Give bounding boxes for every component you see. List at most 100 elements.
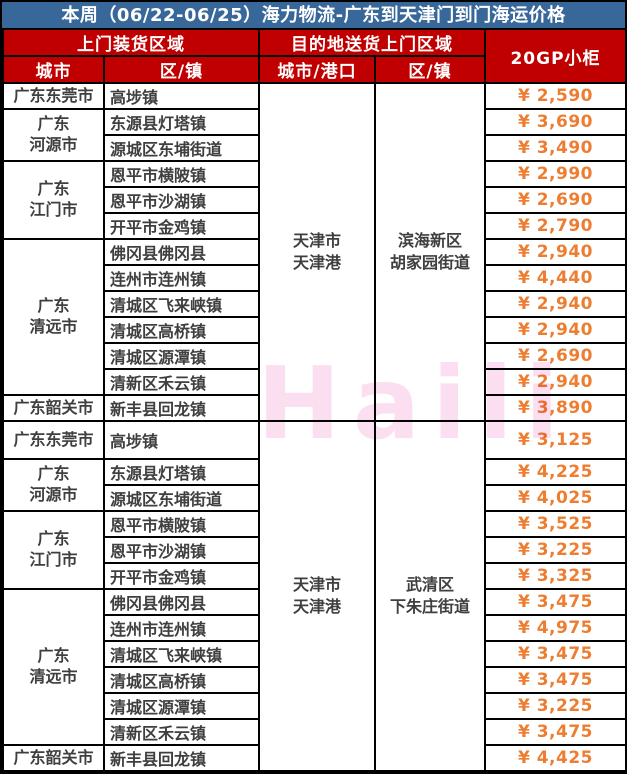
district-cell: 清城区高桥镇 <box>103 316 260 344</box>
table-row: 广东 江门市 恩平市横陂镇 ¥ 3,525 <box>2 510 627 590</box>
district-cell: 源城区东埔街道 <box>103 484 260 512</box>
district-cell: 恩平市横陂镇 <box>103 510 260 538</box>
table-row: 广东 清远市 佛冈县佛冈县 ¥ 2,940 <box>2 238 627 396</box>
price-cell: ¥ 3,490 <box>484 134 627 162</box>
district-cell: 东源县灯塔镇 <box>103 108 260 136</box>
price-cell: ¥ 2,690 <box>484 186 627 214</box>
district-cell: 东源县灯塔镇 <box>103 458 260 486</box>
city-cell: 广东 河源市 <box>2 108 105 162</box>
price-cell: ¥ 2,940 <box>484 238 627 266</box>
table-row: 广东 河源市 东源县灯塔镇 ¥ 4,225 <box>2 458 627 512</box>
table-row: 清城区高桥镇 ¥ 2,940 <box>3 316 627 344</box>
price-cell: ¥ 3,125 <box>484 420 627 460</box>
table-row: 广东东莞市 高埗镇 天津市 天津港 武清区 下朱庄街道 ¥ 3,125 <box>2 420 627 772</box>
price-cell: ¥ 3,475 <box>484 666 627 694</box>
header-city: 城市 <box>2 55 105 84</box>
price-cell: ¥ 3,475 <box>484 718 627 746</box>
district-cell: 清城区源潭镇 <box>103 342 260 370</box>
table-row: 开平市金鸡镇 ¥ 3,325 <box>3 562 627 590</box>
table-row: 连州市连州镇 ¥ 4,440 <box>3 264 627 292</box>
header-delivery-area: 目的地送货上门区域 <box>258 28 486 57</box>
price-cell: ¥ 4,025 <box>484 484 627 512</box>
table-row: 清城区源潭镇 ¥ 2,690 <box>3 342 627 370</box>
price-cell: ¥ 4,975 <box>484 614 627 642</box>
price-cell: ¥ 2,790 <box>484 212 627 240</box>
city-cell: 广东 清远市 <box>2 588 105 746</box>
city-cell: 广东东莞市 <box>2 420 105 460</box>
price-cell: ¥ 3,475 <box>484 588 627 616</box>
dest-city-cell: 天津市 天津港 <box>258 420 376 772</box>
district-cell: 清城区飞来峡镇 <box>103 290 260 318</box>
district-cell: 新丰县回龙镇 <box>103 744 260 772</box>
dest-district-cell: 滨海新区 胡家园街道 <box>374 82 486 422</box>
district-cell: 恩平市沙湖镇 <box>103 536 260 564</box>
district-cell: 连州市连州镇 <box>103 264 260 292</box>
price-cell: ¥ 3,325 <box>484 562 627 590</box>
table-body: 广东东莞市 高埗镇 天津市 天津港 滨海新区 胡家园街道 ¥ 2,590 广东 河源市 东源… <box>2 82 627 772</box>
district-cell: 清城区飞来峡镇 <box>103 640 260 668</box>
header-row-columns: 城市 区/镇 城市/港口 区/镇 <box>2 55 626 84</box>
price-cell: ¥ 2,990 <box>484 160 627 188</box>
header-pickup-area: 上门装货区域 <box>2 28 260 57</box>
price-cell: ¥ 4,225 <box>484 458 627 486</box>
header-dest-city-port: 城市/港口 <box>258 55 376 84</box>
price-cell: ¥ 2,940 <box>484 368 627 396</box>
price-cell: ¥ 3,890 <box>484 394 627 422</box>
district-cell: 清新区禾云镇 <box>103 718 260 746</box>
table-row: 广东 江门市 恩平市横陂镇 ¥ 2,990 <box>2 160 627 240</box>
table-row: 清城区源潭镇 ¥ 3,225 <box>3 692 627 720</box>
table-row: 广东韶关市 新丰县回龙镇 ¥ 3,890 <box>2 394 627 422</box>
district-cell: 源城区东埔街道 <box>103 134 260 162</box>
price-cell: ¥ 3,225 <box>484 692 627 720</box>
district-cell: 清城区源潭镇 <box>103 692 260 720</box>
table-row: 恩平市沙湖镇 ¥ 2,690 <box>3 186 627 214</box>
table-row: 清城区飞来峡镇 ¥ 2,940 <box>3 290 627 318</box>
district-cell: 恩平市沙湖镇 <box>103 186 260 214</box>
dest-district-cell: 武清区 下朱庄街道 <box>374 420 486 772</box>
table-row: 源城区东埔街道 ¥ 4,025 <box>3 484 627 512</box>
city-cell: 广东 江门市 <box>2 160 105 240</box>
price-cell: ¥ 3,690 <box>484 108 627 136</box>
district-cell: 开平市金鸡镇 <box>103 562 260 590</box>
district-cell: 高埗镇 <box>103 420 260 460</box>
city-cell: 广东 河源市 <box>2 458 105 512</box>
table-row: 清新区禾云镇 ¥ 2,940 <box>3 368 627 396</box>
rates-table: 上门装货区域 目的地送货上门区域 20GP小柜 城市 区/镇 城市/港口 区/镇… <box>2 28 627 772</box>
header-dest-district: 区/镇 <box>374 55 486 84</box>
price-cell: ¥ 3,475 <box>484 640 627 668</box>
district-cell: 清城区高桥镇 <box>103 666 260 694</box>
table-row: 广东 河源市 东源县灯塔镇 ¥ 3,690 <box>2 108 627 162</box>
table-row: 清城区高桥镇 ¥ 3,475 <box>3 666 627 694</box>
price-cell: ¥ 3,525 <box>484 510 627 538</box>
district-cell: 清新区禾云镇 <box>103 368 260 396</box>
city-cell: 广东 清远市 <box>2 238 105 396</box>
header-container-type: 20GP小柜 <box>484 28 627 84</box>
district-cell: 佛冈县佛冈县 <box>103 588 260 616</box>
city-cell: 广东韶关市 <box>2 394 105 422</box>
table-row: 清城区飞来峡镇 ¥ 3,475 <box>3 640 627 668</box>
table-row: 恩平市沙湖镇 ¥ 3,225 <box>3 536 627 564</box>
price-cell: ¥ 4,425 <box>484 744 627 772</box>
table-row: 源城区东埔街道 ¥ 3,490 <box>3 134 627 162</box>
city-cell: 广东 江门市 <box>2 510 105 590</box>
table-row: 广东东莞市 高埗镇 天津市 天津港 滨海新区 胡家园街道 ¥ 2,590 <box>2 82 627 422</box>
dest-city-cell: 天津市 天津港 <box>258 82 376 422</box>
price-cell: ¥ 2,690 <box>484 342 627 370</box>
price-cell: ¥ 2,590 <box>484 82 627 110</box>
table-row: 连州市连州镇 ¥ 4,975 <box>3 614 627 642</box>
price-cell: ¥ 2,940 <box>484 316 627 344</box>
district-cell: 高埗镇 <box>103 82 260 110</box>
city-cell: 广东韶关市 <box>2 744 105 772</box>
price-cell: ¥ 4,440 <box>484 264 627 292</box>
district-cell: 佛冈县佛冈县 <box>103 238 260 266</box>
district-cell: 连州市连州镇 <box>103 614 260 642</box>
table-row: 广东 清远市 佛冈县佛冈县 ¥ 3,475 <box>2 588 627 746</box>
district-cell: 新丰县回龙镇 <box>103 394 260 422</box>
price-cell: ¥ 3,225 <box>484 536 627 564</box>
district-cell: 开平市金鸡镇 <box>103 212 260 240</box>
table-header: 上门装货区域 目的地送货上门区域 20GP小柜 城市 区/镇 城市/港口 区/镇 <box>2 28 627 84</box>
page-title: 本周（06/22-06/25）海力物流-广东到天津门到门海运价格 <box>2 2 625 28</box>
header-row-groups: 上门装货区域 目的地送货上门区域 20GP小柜 <box>2 28 627 84</box>
table-row: 开平市金鸡镇 ¥ 2,790 <box>3 212 627 240</box>
